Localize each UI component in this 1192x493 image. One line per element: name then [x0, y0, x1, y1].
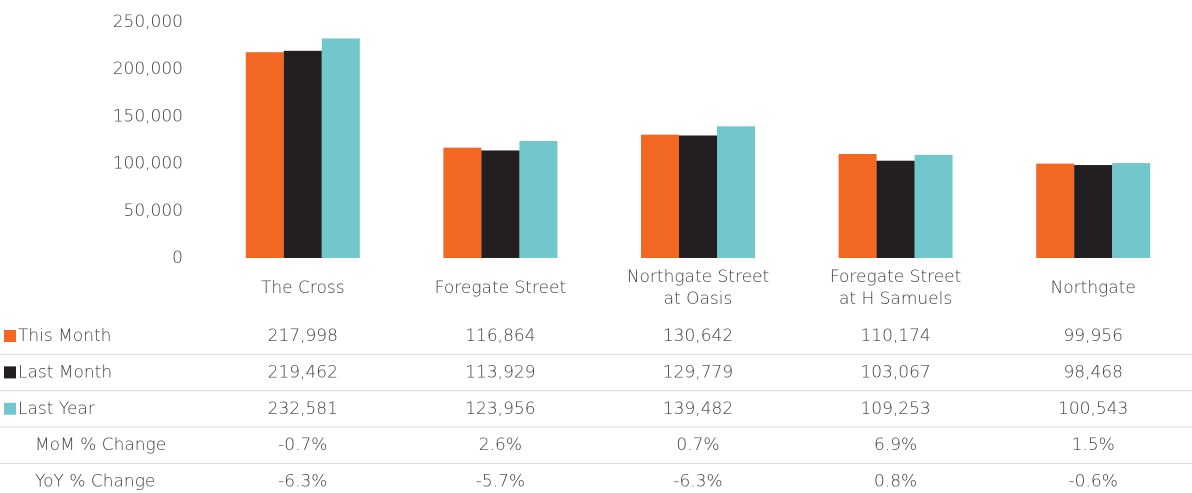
table-cell: 123,956	[465, 399, 535, 419]
table-cell: 1.5%	[1072, 435, 1115, 455]
table-cell: -0.7%	[278, 435, 327, 455]
x-tick-label: Foregate Street	[435, 278, 566, 298]
table-cell: 99,956	[1063, 326, 1122, 346]
bar	[876, 160, 915, 258]
bar	[1074, 165, 1113, 258]
table-cell: 0.8%	[874, 472, 917, 492]
y-tick-label: 250,000	[113, 12, 183, 32]
y-tick-label: 100,000	[113, 154, 183, 174]
bar	[1112, 163, 1151, 258]
bar	[245, 52, 284, 259]
bar	[914, 154, 953, 258]
table-cell: -6.3%	[673, 472, 722, 492]
bar	[321, 38, 360, 258]
table-cell: 103,067	[860, 362, 930, 382]
bar	[1036, 163, 1075, 258]
table-cell: 139,482	[663, 399, 733, 419]
y-tick-label: 200,000	[113, 59, 183, 79]
table-cell: 110,174	[860, 326, 930, 346]
table-cell: -6.3%	[278, 472, 327, 492]
table-cell: 0.7%	[676, 435, 719, 455]
table-cell: -0.6%	[1069, 472, 1118, 492]
bar	[283, 50, 322, 258]
table-cell: 217,998	[268, 326, 338, 346]
x-tick-label: Foregate Street at H Samuels	[830, 267, 961, 309]
table-cell: 129,779	[663, 362, 733, 382]
row-label: YoY % Change	[35, 472, 155, 492]
table-cell: 98,468	[1063, 362, 1122, 382]
table-cell: 232,581	[268, 399, 338, 419]
x-tick-label: Northgate Street at Oasis	[627, 267, 769, 309]
x-tick-label: Northgate	[1051, 278, 1136, 298]
legend-label: This Month	[18, 326, 111, 346]
table-cell: 109,253	[860, 399, 930, 419]
table-cell: 100,543	[1058, 399, 1128, 419]
bar	[717, 126, 755, 258]
table-cell: -5.7%	[476, 472, 525, 492]
y-tick-label: 50,000	[124, 201, 183, 221]
y-tick-label: 0	[172, 248, 183, 268]
legend-swatch	[4, 366, 16, 379]
table-cell: 6.9%	[874, 435, 917, 455]
y-tick-label: 150,000	[113, 106, 183, 126]
table-cell: 219,462	[268, 362, 338, 382]
legend-label: Last Year	[18, 399, 95, 419]
legend-swatch	[4, 330, 16, 342]
legend-label: Last Month	[18, 362, 112, 382]
table-cell: 130,642	[663, 326, 733, 346]
table-cell: 116,864	[465, 326, 535, 346]
row-label: MoM % Change	[35, 435, 166, 455]
bar	[679, 135, 717, 258]
bar	[519, 140, 558, 258]
table-cell: 2.6%	[479, 435, 522, 455]
bar	[443, 147, 482, 258]
bar	[641, 134, 679, 258]
bar	[481, 150, 520, 258]
legend-swatch	[4, 402, 16, 415]
table-cell: 113,929	[465, 362, 535, 382]
x-tick-label: The Cross	[261, 278, 345, 298]
bar	[838, 153, 877, 258]
